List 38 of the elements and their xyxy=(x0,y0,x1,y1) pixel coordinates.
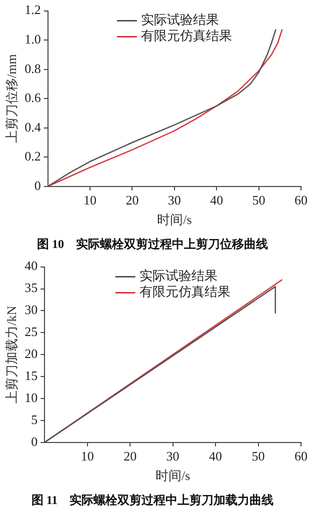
y-tick-label: 5 xyxy=(31,412,38,427)
y-tick-label: 30 xyxy=(24,302,38,318)
x-tick-label: 10 xyxy=(84,192,97,208)
y-tick-label: 40 xyxy=(24,258,38,274)
y-tick-label: 0.2 xyxy=(24,148,41,164)
y-tick-label: 15 xyxy=(24,368,38,383)
x-tick-label: 20 xyxy=(124,448,137,464)
x-tick-label: 40 xyxy=(209,448,222,464)
x-axis-title: 时间/s xyxy=(155,468,190,484)
y-tick-label: 0 xyxy=(31,434,38,449)
x-tick-label: 60 xyxy=(294,448,308,464)
x-tick-label: 30 xyxy=(166,448,180,464)
x-tick-label: 50 xyxy=(252,448,265,464)
legend-label: 有限元仿真结果 xyxy=(140,28,232,44)
y-tick-label: 35 xyxy=(24,280,38,296)
x-axis-title: 时间/s xyxy=(157,212,192,228)
y-tick-label: 25 xyxy=(24,324,38,340)
x-tick-label: 60 xyxy=(294,192,308,208)
y-tick-label: 0 xyxy=(34,178,41,193)
y-tick-label: 0.8 xyxy=(24,60,41,76)
y-axis-title: 上剪刀加载力/kN xyxy=(4,305,20,404)
y-tick-label: 1.2 xyxy=(24,2,41,18)
legend-label: 实际试验结果 xyxy=(139,268,218,284)
text: 图 11 实际螺栓双剪过程中上剪刀加载力曲线 xyxy=(31,492,274,507)
x-tick-label: 30 xyxy=(168,192,181,208)
legend-label: 实际试验结果 xyxy=(140,12,219,28)
y-tick-label: 20 xyxy=(24,346,38,362)
x-tick-label: 20 xyxy=(126,192,139,208)
y-axis-title: 上剪刀位移/mm xyxy=(4,54,20,144)
y-tick-label: 0.6 xyxy=(24,90,42,106)
y-tick-label: 0.4 xyxy=(24,119,42,134)
x-tick-label: 40 xyxy=(210,192,224,208)
x-tick-label: 50 xyxy=(252,192,266,208)
legend-label: 有限元仿真结果 xyxy=(139,284,230,300)
y-tick-label: 10 xyxy=(24,390,38,405)
text: 图 10 实际螺栓双剪过程中上剪刀位移曲线 xyxy=(37,236,268,251)
x-tick-label: 10 xyxy=(80,448,94,464)
y-tick-label: 1.0 xyxy=(24,31,41,46)
